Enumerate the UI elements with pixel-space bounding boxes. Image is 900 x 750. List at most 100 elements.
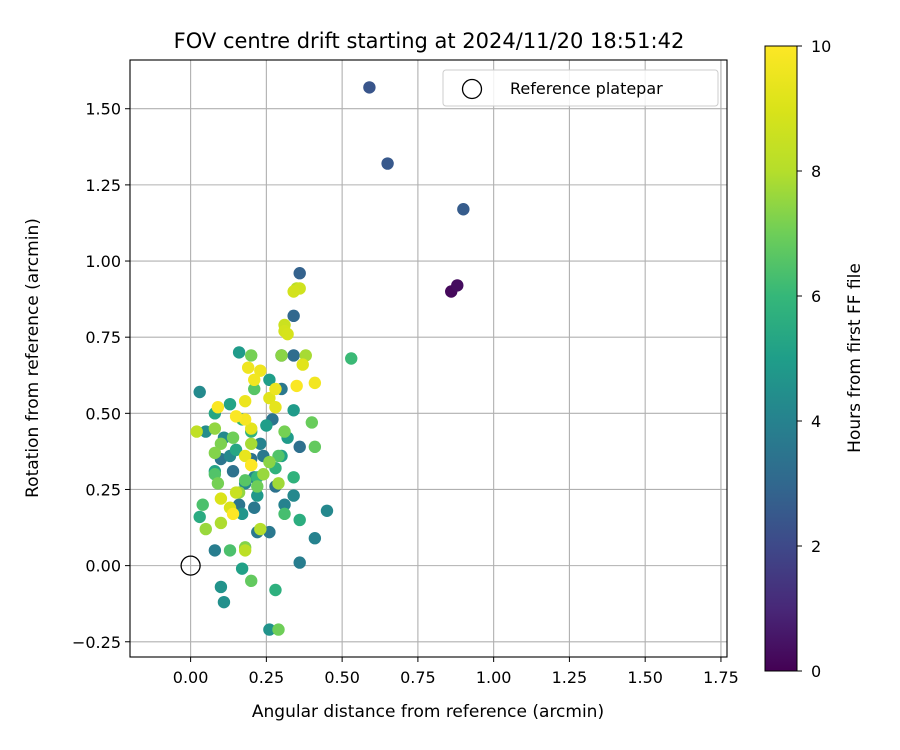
data-point (287, 309, 300, 323)
y-tick-label: 0.25 (85, 480, 121, 499)
x-axis-label: Angular distance from reference (arcmin) (252, 702, 604, 722)
colorbar-tick-label: 8 (811, 162, 821, 181)
colorbar-gradient (764, 45, 798, 672)
data-point (211, 477, 225, 490)
data-point (235, 562, 249, 575)
scatter-points (190, 81, 470, 636)
data-point (193, 510, 206, 524)
data-point (263, 391, 276, 405)
data-point (238, 394, 252, 408)
data-point (260, 419, 273, 432)
data-point (278, 425, 291, 438)
data-point (199, 522, 212, 536)
data-point (263, 455, 276, 469)
colorbar-tick-label: 4 (811, 412, 821, 431)
data-point (345, 352, 358, 365)
data-point (245, 458, 258, 472)
data-point (272, 477, 285, 490)
data-point (287, 489, 300, 502)
x-tick-label: 0.25 (249, 668, 285, 687)
data-point (214, 516, 228, 530)
chart-title: FOV centre drift starting at 2024/11/20 … (174, 29, 685, 53)
y-tick-label: −0.25 (72, 633, 121, 652)
data-point (293, 440, 306, 454)
data-point (263, 373, 276, 387)
x-tick-label: 1.00 (476, 668, 512, 687)
data-point (278, 498, 291, 511)
data-point (196, 498, 209, 511)
data-point (248, 373, 261, 387)
y-tick-label: 0.50 (85, 404, 121, 423)
x-tick-label: 1.25 (552, 668, 588, 687)
x-tick-label: 0.00 (173, 668, 209, 687)
legend-box (442, 69, 719, 107)
data-point (229, 486, 243, 499)
data-point (272, 623, 285, 636)
data-point (254, 364, 267, 377)
data-point (308, 532, 322, 545)
data-point (254, 522, 267, 536)
data-point (451, 279, 464, 292)
y-tick-label: 1.00 (85, 252, 121, 271)
data-point (269, 583, 282, 597)
data-point (241, 361, 255, 374)
colorbar-tick-label: 6 (811, 287, 821, 306)
data-point (293, 513, 306, 527)
data-point (287, 285, 300, 298)
data-point (275, 349, 288, 362)
data-point (238, 544, 252, 557)
colorbar-tick-label: 0 (811, 662, 821, 681)
data-point (238, 449, 252, 463)
data-point (214, 492, 228, 505)
colorbar-ticks: 0 2 4 6 8 10 (797, 37, 831, 681)
data-point (235, 507, 249, 521)
y-tick-label: 0.75 (85, 328, 121, 347)
data-point (287, 349, 300, 362)
data-point (269, 382, 282, 396)
data-point (223, 397, 237, 411)
x-tick-label: 1.75 (703, 668, 739, 687)
data-point (308, 440, 322, 454)
x-tick-label: 0.75 (400, 668, 436, 687)
data-point (229, 443, 243, 457)
data-point (287, 471, 300, 484)
data-point (248, 501, 261, 514)
data-point (211, 401, 225, 414)
data-point (223, 544, 237, 557)
data-point (320, 504, 334, 517)
data-point (238, 474, 252, 487)
colorbar-label: Hours from first FF file (845, 263, 865, 453)
y-tick-label: 1.50 (85, 100, 121, 119)
colorbar-tick-label: 2 (811, 537, 821, 556)
data-point (269, 401, 282, 414)
data-point (245, 422, 258, 435)
data-point (226, 464, 240, 478)
data-point (208, 544, 222, 557)
legend-label: Reference platepar (510, 79, 663, 98)
data-point (245, 437, 258, 450)
data-point (232, 346, 246, 359)
data-point (190, 425, 203, 438)
data-point (251, 480, 264, 493)
data-point (293, 556, 306, 569)
data-point (281, 327, 294, 341)
data-point (296, 358, 309, 371)
data-point (251, 489, 264, 502)
colorbar: 0 2 4 6 8 10 Hours from first FF file (764, 37, 865, 681)
data-point (229, 410, 243, 423)
data-point (272, 449, 285, 463)
data-point (226, 507, 240, 521)
data-point (293, 267, 306, 280)
data-point (208, 422, 222, 435)
data-point (278, 507, 291, 521)
data-point (254, 437, 267, 450)
colorbar-tick-label: 10 (811, 37, 831, 56)
legend: Reference platepar (442, 69, 719, 107)
data-point (208, 446, 222, 460)
data-point (457, 203, 470, 216)
data-point (308, 376, 322, 390)
data-point (290, 379, 303, 393)
data-point (193, 385, 206, 399)
reference-platepar-marker (180, 555, 201, 576)
